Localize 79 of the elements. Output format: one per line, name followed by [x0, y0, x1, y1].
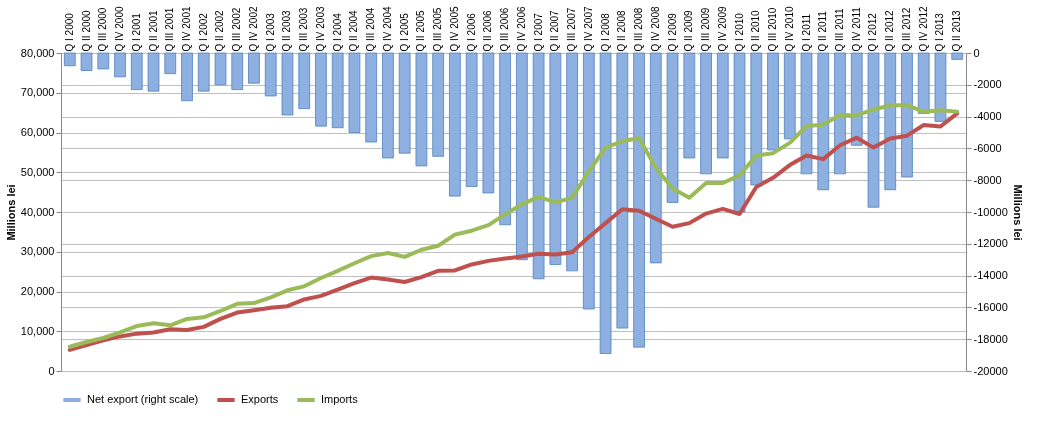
y-tick-label: 60,000 — [20, 126, 55, 138]
y-tick-label: 10,000 — [20, 324, 55, 337]
x-tick-label: Q III 2005 — [432, 7, 444, 52]
x-tick-label: Q IV 2010 — [783, 6, 795, 52]
y2-tick-label: -14000 — [973, 269, 1008, 282]
x-tick-label: Q III 2002 — [231, 7, 243, 52]
x-tick-label: Q III 2000 — [97, 7, 109, 52]
y-tick-label: 0 — [48, 364, 55, 377]
x-tick-label: Q III 2003 — [298, 7, 310, 52]
x-tick-label: Q II 2006 — [482, 9, 494, 52]
x-tick-label: Q II 2007 — [549, 9, 561, 52]
x-tick-label: Q II 2004 — [348, 9, 360, 52]
x-tick-label: Q II 2009 — [683, 9, 695, 52]
y-tick-label: 70,000 — [20, 86, 55, 99]
x-tick-label: Q I 2010 — [733, 12, 745, 52]
y-tick-label: 20,000 — [20, 285, 55, 297]
x-tick-label: Q III 2011 — [834, 7, 845, 52]
x-tick-label: Q II 2010 — [750, 9, 762, 52]
x-tick-label: Q II 2012 — [884, 9, 896, 52]
y2-tick-label: -16000 — [973, 300, 1008, 313]
x-tick-label: Q II 2000 — [80, 9, 92, 52]
y2-tick-label: -18000 — [973, 332, 1008, 345]
y2-axis-title: Millions lei — [1011, 184, 1024, 241]
x-tick-label: Q I 2009 — [666, 12, 678, 52]
x-tick-label: Q III 2007 — [566, 7, 578, 52]
x-tick-label: Q III 2008 — [633, 7, 645, 52]
y2-tick-label: -12000 — [973, 237, 1008, 250]
x-tick-label: Q I 2008 — [599, 12, 611, 52]
x-tick-label: Q I 2007 — [532, 12, 544, 52]
x-tick-label: Q IV 2004 — [381, 6, 393, 52]
x-tick-label: Q III 2001 — [164, 7, 176, 52]
x-tick-label: Q I 2001 — [130, 12, 142, 52]
x-tick-label: Q II 2013 — [951, 9, 963, 52]
x-tick-label: Q II 2011 — [817, 10, 829, 52]
x-tick-label: Q I 2004 — [331, 12, 343, 52]
x-tick-label: Q I 2011 — [800, 13, 812, 52]
x-tick-label: Q III 2009 — [700, 7, 712, 52]
x-tick-label: Q III 2004 — [365, 7, 377, 52]
y-tick-label: 50,000 — [20, 165, 55, 178]
y2-tick-label: -20000 — [973, 364, 1008, 377]
legend-label: Imports — [321, 393, 359, 405]
x-tick-label: Q IV 2006 — [515, 6, 527, 52]
x-tick-label: Q IV 2008 — [649, 6, 661, 52]
x-tick-label: Q I 2002 — [197, 12, 209, 52]
y2-tick-label: -6000 — [973, 141, 1002, 154]
x-tick-label: Q III 2010 — [767, 7, 779, 52]
x-tick-label: Q IV 2003 — [314, 6, 326, 52]
y-tick-label: 80,000 — [20, 46, 55, 59]
x-tick-label: Q IV 2005 — [448, 6, 460, 52]
y-tick-label: 30,000 — [20, 245, 55, 258]
y2-tick-label: -8000 — [973, 173, 1002, 186]
x-tick-label: Q IV 2009 — [716, 6, 728, 52]
x-tick-label: Q II 2005 — [415, 9, 427, 52]
x-tick-label: Q II 2003 — [281, 9, 293, 52]
x-tick-label: Q III 2006 — [499, 7, 511, 52]
x-tick-label: Q I 2006 — [465, 12, 477, 52]
legend-label: Net export (right scale) — [87, 393, 199, 405]
x-tick-label: Q I 2003 — [264, 12, 276, 52]
x-tick-label: Q I 2013 — [934, 12, 946, 52]
y-tick-label: 40,000 — [20, 205, 55, 218]
x-tick-label: Q I 2012 — [867, 12, 879, 52]
legend-label: Exports — [241, 393, 279, 405]
x-tick-label: Q II 2008 — [616, 9, 628, 52]
y2-tick-label: 0 — [973, 46, 980, 59]
x-tick-label: Q IV 2011 — [850, 6, 862, 52]
x-tick-label: Q III 2012 — [900, 7, 912, 52]
y2-tick-label: -2000 — [973, 78, 1002, 91]
x-tick-label: Q IV 2000 — [114, 6, 126, 52]
x-tick-label: Q IV 2001 — [181, 6, 192, 52]
y-axis-title: Millions lei — [4, 184, 17, 241]
y2-tick-label: -10000 — [973, 205, 1008, 218]
x-tick-label: Q I 2000 — [63, 12, 75, 52]
y2-tick-label: -4000 — [973, 110, 1002, 123]
x-tick-label: Q IV 2012 — [917, 6, 929, 52]
x-tick-label: Q II 2002 — [214, 9, 226, 52]
x-tick-label: Q II 2001 — [147, 9, 159, 52]
x-tick-label: Q IV 2007 — [582, 6, 594, 52]
x-tick-label: Q I 2005 — [398, 12, 410, 52]
x-tick-label: Q IV 2002 — [247, 6, 259, 52]
